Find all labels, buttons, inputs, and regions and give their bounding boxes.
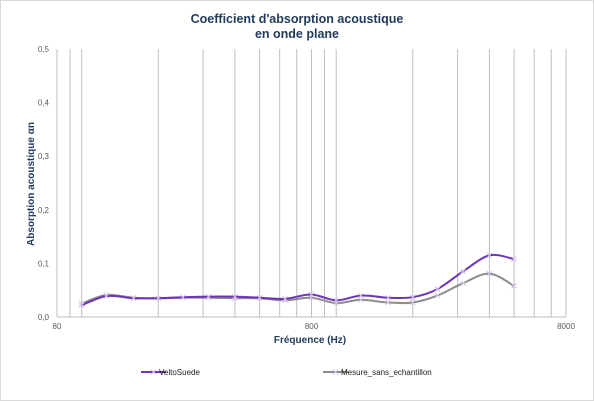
y-tick-label: 0,3 bbox=[38, 152, 50, 161]
series-1-point bbox=[333, 297, 340, 304]
legend: VeltoSuede Mesure_sans_echantillon bbox=[141, 368, 432, 377]
series-1-point bbox=[385, 294, 391, 301]
series-1-point bbox=[205, 293, 212, 300]
chart-title-line-2: en onde plane bbox=[254, 27, 340, 41]
point-mark bbox=[434, 292, 441, 299]
point-mark bbox=[409, 299, 416, 306]
series-1-point bbox=[511, 256, 517, 262]
series-line-1 bbox=[81, 253, 515, 307]
point-mark bbox=[232, 293, 238, 300]
point-mark bbox=[130, 295, 137, 302]
series-2-point bbox=[385, 299, 391, 306]
axes bbox=[56, 49, 566, 318]
y-tick-label: 0,5 bbox=[38, 45, 50, 54]
x-axis-label: Fréquence (Hz) bbox=[274, 335, 346, 346]
point-mark bbox=[385, 294, 391, 301]
series-2-point bbox=[460, 280, 466, 287]
grid-lines bbox=[56, 49, 567, 317]
point-mark bbox=[460, 268, 466, 275]
y-tick-label: 0,2 bbox=[38, 206, 50, 215]
series-1-point bbox=[232, 293, 238, 300]
legend-marker bbox=[332, 369, 339, 375]
x-tick-labels: 80 800 8000 bbox=[53, 322, 576, 331]
series-2-point bbox=[357, 296, 364, 303]
legend-marker bbox=[150, 369, 157, 375]
y-tick-label: 0,4 bbox=[38, 99, 50, 108]
series-2-point bbox=[511, 283, 517, 289]
x-tick-label: 800 bbox=[305, 322, 319, 331]
series-1-point bbox=[256, 294, 263, 301]
point-mark bbox=[78, 300, 85, 307]
series-1-point bbox=[357, 292, 364, 299]
y-tick-label: 0,1 bbox=[38, 259, 50, 268]
point-mark bbox=[385, 299, 391, 306]
y-tick-labels: 0,0 0,1 0,2 0,3 0,4 0,5 bbox=[38, 45, 50, 322]
series-1-point bbox=[130, 295, 137, 302]
point-mark bbox=[256, 294, 263, 301]
point-mark bbox=[282, 295, 288, 302]
point-mark bbox=[511, 283, 517, 289]
legend-label-2: Mesure_sans_echantillon bbox=[341, 368, 432, 377]
series-1-point bbox=[434, 286, 441, 292]
point-mark bbox=[409, 294, 416, 301]
x-tick-label: 8000 bbox=[557, 322, 575, 331]
point-mark bbox=[486, 270, 493, 277]
point-mark bbox=[333, 297, 340, 304]
x-tick-label: 80 bbox=[53, 322, 62, 331]
legend-label-1: VeltoSuede bbox=[159, 368, 200, 377]
series-lines bbox=[78, 252, 517, 309]
series-1-point bbox=[78, 302, 85, 309]
point-mark bbox=[308, 291, 315, 298]
point-mark bbox=[180, 294, 186, 301]
series-1-point bbox=[409, 294, 416, 301]
point-mark bbox=[155, 295, 162, 302]
series-1-point bbox=[460, 268, 466, 275]
point-mark bbox=[103, 293, 110, 299]
series-2-point bbox=[434, 292, 441, 299]
series-1-point bbox=[486, 252, 493, 259]
point-mark bbox=[357, 292, 364, 299]
series-2-point bbox=[409, 299, 416, 306]
series-1-point bbox=[103, 293, 110, 299]
series-1-point bbox=[155, 295, 162, 302]
point-mark bbox=[434, 286, 441, 292]
y-tick-label: 0,0 bbox=[38, 313, 50, 322]
series-1-point bbox=[180, 294, 186, 301]
point-mark bbox=[205, 293, 212, 300]
series-1-point bbox=[282, 295, 288, 302]
point-mark bbox=[486, 252, 493, 259]
series-2-point bbox=[486, 270, 493, 277]
point-mark bbox=[78, 302, 85, 309]
y-axis-label: Absorption acoustique αn bbox=[26, 122, 37, 246]
point-mark bbox=[511, 256, 517, 262]
series-1-point bbox=[308, 291, 315, 298]
point-mark bbox=[460, 280, 466, 287]
point-mark bbox=[357, 296, 364, 303]
chart-title-line-1: Coefficient d'absorption acoustique bbox=[190, 12, 404, 26]
